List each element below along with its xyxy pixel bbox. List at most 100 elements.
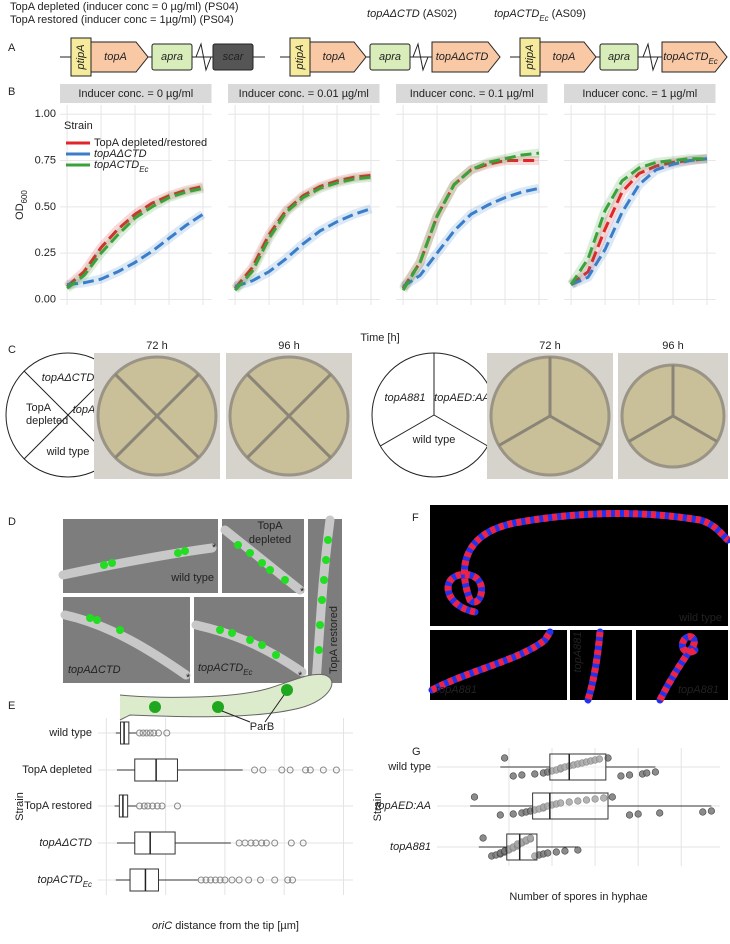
plate-divider	[549, 414, 602, 447]
label-part: 600	[20, 190, 29, 204]
plate-divider	[114, 373, 159, 418]
series-line	[570, 157, 708, 287]
outlier	[286, 766, 294, 774]
facet-title: Inducer conc. = 0.01 µg/ml	[239, 88, 369, 100]
gene-box	[151, 43, 193, 71]
label-part: topAED:AA	[434, 392, 490, 404]
data-point	[557, 799, 565, 807]
plate-divider	[155, 414, 200, 459]
data-point	[617, 772, 625, 780]
label: 72 h	[146, 340, 167, 352]
label: apra	[608, 51, 630, 63]
data-point	[625, 771, 634, 779]
tip-marker: *	[300, 586, 305, 598]
label: topACTDEc	[198, 662, 253, 677]
label: 72 h	[539, 340, 560, 352]
data-point	[509, 810, 517, 818]
hypha-red	[656, 633, 698, 702]
category-label: topA881	[390, 841, 431, 853]
hypha-red	[430, 630, 553, 694]
y-axis-label: OD600	[14, 190, 29, 220]
plate-divider	[628, 414, 674, 443]
series-line	[233, 173, 372, 290]
data-point	[561, 847, 569, 855]
data-point	[501, 754, 509, 762]
parb-focus	[100, 561, 108, 569]
data-point	[656, 809, 664, 817]
data-point	[625, 811, 634, 819]
x-axis-label: Number of spores in hyphae	[509, 891, 647, 903]
label-part: Ec	[709, 57, 718, 66]
construct-note: TopA restored (inducer conc = 1µg/ml) (P…	[10, 14, 234, 26]
panel-letter: E	[8, 700, 15, 712]
parb-focus	[322, 556, 330, 564]
label-part: Ec	[539, 14, 548, 23]
label: ParB	[250, 721, 274, 733]
data-point	[479, 834, 487, 842]
y-tick-label: 0.50	[35, 201, 56, 213]
label: ptipA	[294, 44, 306, 70]
construct-note: TopA depleted (inducer conc = 0 µg/ml) (…	[10, 1, 239, 13]
parb-schematic	[281, 684, 293, 696]
category-label: topAED:AA	[375, 800, 431, 812]
data-point	[470, 793, 479, 801]
label-part: Ec	[243, 668, 252, 677]
data-point	[518, 771, 526, 779]
scheme-divider	[433, 414, 488, 447]
series-line	[66, 185, 204, 288]
outlier	[140, 802, 148, 810]
parb-focus	[246, 636, 254, 644]
series-line	[401, 159, 540, 290]
hypha	[58, 543, 217, 580]
parb-focus	[316, 621, 324, 629]
squiggle	[195, 42, 212, 72]
panel-letter: A	[8, 42, 16, 54]
plate-divider	[246, 373, 291, 418]
y-axis-label: Strain	[14, 792, 26, 821]
scheme-divider	[23, 414, 69, 460]
outlier	[154, 729, 162, 737]
gene-box	[369, 43, 411, 71]
parb-focus	[324, 536, 332, 544]
parb-focus	[320, 576, 328, 584]
label: apra	[379, 51, 401, 63]
parb-focus	[272, 651, 280, 659]
box	[549, 753, 607, 781]
parb-schematic	[149, 701, 161, 713]
label-part: topA881	[390, 841, 431, 853]
outlier	[207, 876, 215, 884]
y-tick-label: 0.75	[35, 154, 56, 166]
plate-divider	[498, 414, 551, 447]
box	[129, 868, 159, 892]
label-part: topACTD	[38, 874, 83, 886]
label: topAΔCTD	[68, 664, 121, 676]
outlier	[197, 876, 205, 884]
gene-box	[599, 43, 639, 71]
category-label: TopA depleted	[22, 764, 92, 776]
gene-arrow	[431, 41, 501, 73]
outlier	[289, 876, 297, 884]
label: topA881	[572, 632, 584, 673]
data-point	[574, 846, 582, 854]
plate-divider	[287, 373, 332, 418]
label: 96 h	[662, 340, 683, 352]
data-point	[651, 768, 659, 776]
outlier	[287, 839, 295, 847]
gene-arrow	[661, 41, 728, 73]
label-part: oriC	[152, 920, 172, 932]
hypha-red	[584, 631, 604, 702]
series-line	[66, 213, 204, 287]
parb-focus	[234, 541, 242, 549]
gene-arrow	[539, 41, 597, 73]
category-label: topACTDEc	[38, 874, 93, 889]
data-point	[544, 849, 552, 857]
parb-focus	[258, 559, 266, 567]
panel-letter: B	[8, 86, 15, 98]
label: ptipA	[524, 44, 536, 70]
label-part: topACTD	[494, 8, 539, 20]
outlier	[235, 876, 243, 884]
fluorescence-image	[430, 505, 728, 626]
scheme-divider	[380, 414, 435, 447]
series-line	[401, 151, 540, 291]
squiggle	[642, 42, 659, 72]
